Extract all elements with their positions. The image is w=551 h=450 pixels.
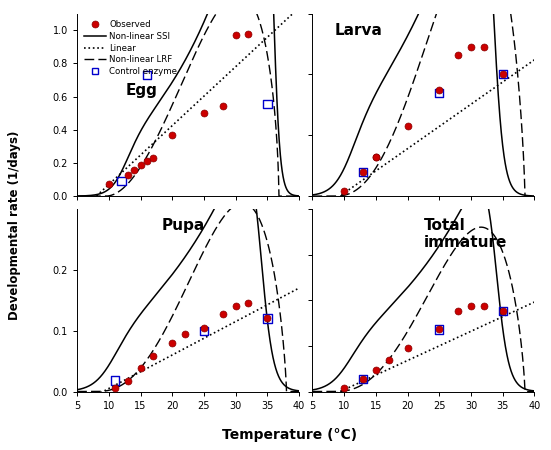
Point — [136, 365, 145, 372]
Point — [149, 154, 158, 162]
Text: Pupa: Pupa — [161, 218, 205, 233]
Point — [136, 161, 145, 168]
Point — [123, 377, 132, 384]
Point — [359, 168, 368, 176]
Point — [263, 315, 272, 322]
Point — [199, 327, 208, 334]
Point — [384, 357, 393, 364]
Point — [130, 166, 139, 173]
Point — [454, 307, 463, 315]
Point — [199, 109, 208, 117]
Text: Egg: Egg — [126, 83, 158, 98]
Legend: Observed, Non-linear SSI, Linear, Non-linear LRF, Control enzyme: Observed, Non-linear SSI, Linear, Non-li… — [82, 18, 180, 78]
Point — [143, 71, 152, 78]
Point — [111, 377, 120, 384]
Text: Total
immature: Total immature — [424, 218, 507, 250]
Point — [111, 385, 120, 392]
Point — [467, 302, 476, 309]
Point — [168, 131, 177, 138]
Point — [117, 178, 126, 185]
Point — [403, 344, 412, 351]
Point — [435, 89, 444, 96]
Point — [479, 43, 488, 50]
Point — [231, 303, 240, 310]
Point — [168, 339, 177, 346]
Point — [143, 158, 152, 165]
Point — [359, 375, 368, 382]
Point — [498, 71, 507, 78]
Text: Larva: Larva — [334, 22, 382, 38]
Point — [199, 324, 208, 331]
Point — [359, 168, 368, 176]
Point — [371, 366, 380, 373]
Point — [479, 302, 488, 309]
Point — [263, 100, 272, 108]
Point — [244, 300, 253, 307]
Point — [105, 181, 114, 188]
Point — [244, 31, 253, 38]
Point — [263, 315, 272, 322]
Point — [435, 326, 444, 333]
Text: Developmental rate (1/days): Developmental rate (1/days) — [8, 130, 21, 320]
Point — [435, 86, 444, 93]
Point — [149, 353, 158, 360]
Point — [359, 375, 368, 382]
Point — [498, 307, 507, 315]
Point — [467, 43, 476, 50]
Point — [340, 384, 349, 392]
Point — [340, 188, 349, 195]
Point — [435, 326, 444, 333]
Point — [498, 71, 507, 78]
Point — [123, 171, 132, 178]
Point — [371, 153, 380, 160]
Point — [219, 103, 228, 110]
Point — [371, 153, 380, 160]
Point — [498, 307, 507, 315]
Point — [231, 32, 240, 39]
Point — [454, 51, 463, 59]
Point — [403, 122, 412, 130]
Point — [181, 330, 190, 337]
Point — [219, 310, 228, 317]
Text: Temperature (°C): Temperature (°C) — [222, 428, 357, 442]
